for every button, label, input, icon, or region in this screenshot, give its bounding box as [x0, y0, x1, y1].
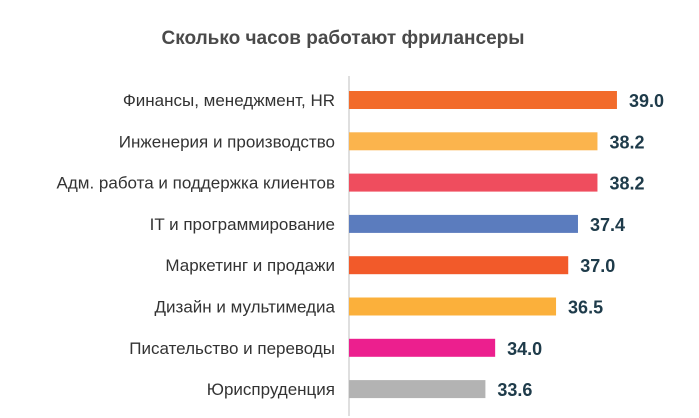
value-label: 39.0	[629, 91, 664, 111]
category-label: IT и программирование	[150, 215, 335, 234]
category-label: Писательство и переводы	[129, 339, 335, 358]
bar	[349, 380, 486, 399]
category-label: Инженерия и производство	[119, 132, 335, 151]
bar	[349, 132, 598, 151]
chart-title: Сколько часов работают фрилансеры	[162, 28, 525, 49]
bar	[349, 338, 496, 357]
bar	[349, 256, 569, 275]
category-label: Финансы, менеджмент, HR	[123, 91, 335, 110]
bar	[349, 297, 557, 316]
value-labels-group: 39.0 38.2 38.2 37.4 37.0 36.5 34.0 33.6	[497, 91, 664, 400]
value-label: 33.6	[497, 380, 532, 400]
bar	[349, 173, 598, 192]
category-label: Маркетинг и продажи	[165, 256, 335, 275]
category-label: Юриспруденция	[207, 380, 335, 399]
bars-group	[349, 91, 617, 399]
value-label: 38.2	[609, 132, 644, 152]
value-label: 36.5	[568, 298, 603, 318]
category-labels-group: Финансы, менеджмент, HR Инженерия и произ…	[57, 91, 336, 399]
value-label: 37.0	[580, 256, 615, 276]
category-label: Адм. работа и поддержка клиентов	[57, 174, 335, 193]
value-label: 37.4	[590, 215, 625, 235]
value-label: 38.2	[609, 174, 644, 194]
bar	[349, 214, 578, 233]
bar	[349, 91, 617, 109]
category-label: Дизайн и мультимедиа	[155, 298, 336, 317]
value-label: 34.0	[507, 339, 542, 359]
